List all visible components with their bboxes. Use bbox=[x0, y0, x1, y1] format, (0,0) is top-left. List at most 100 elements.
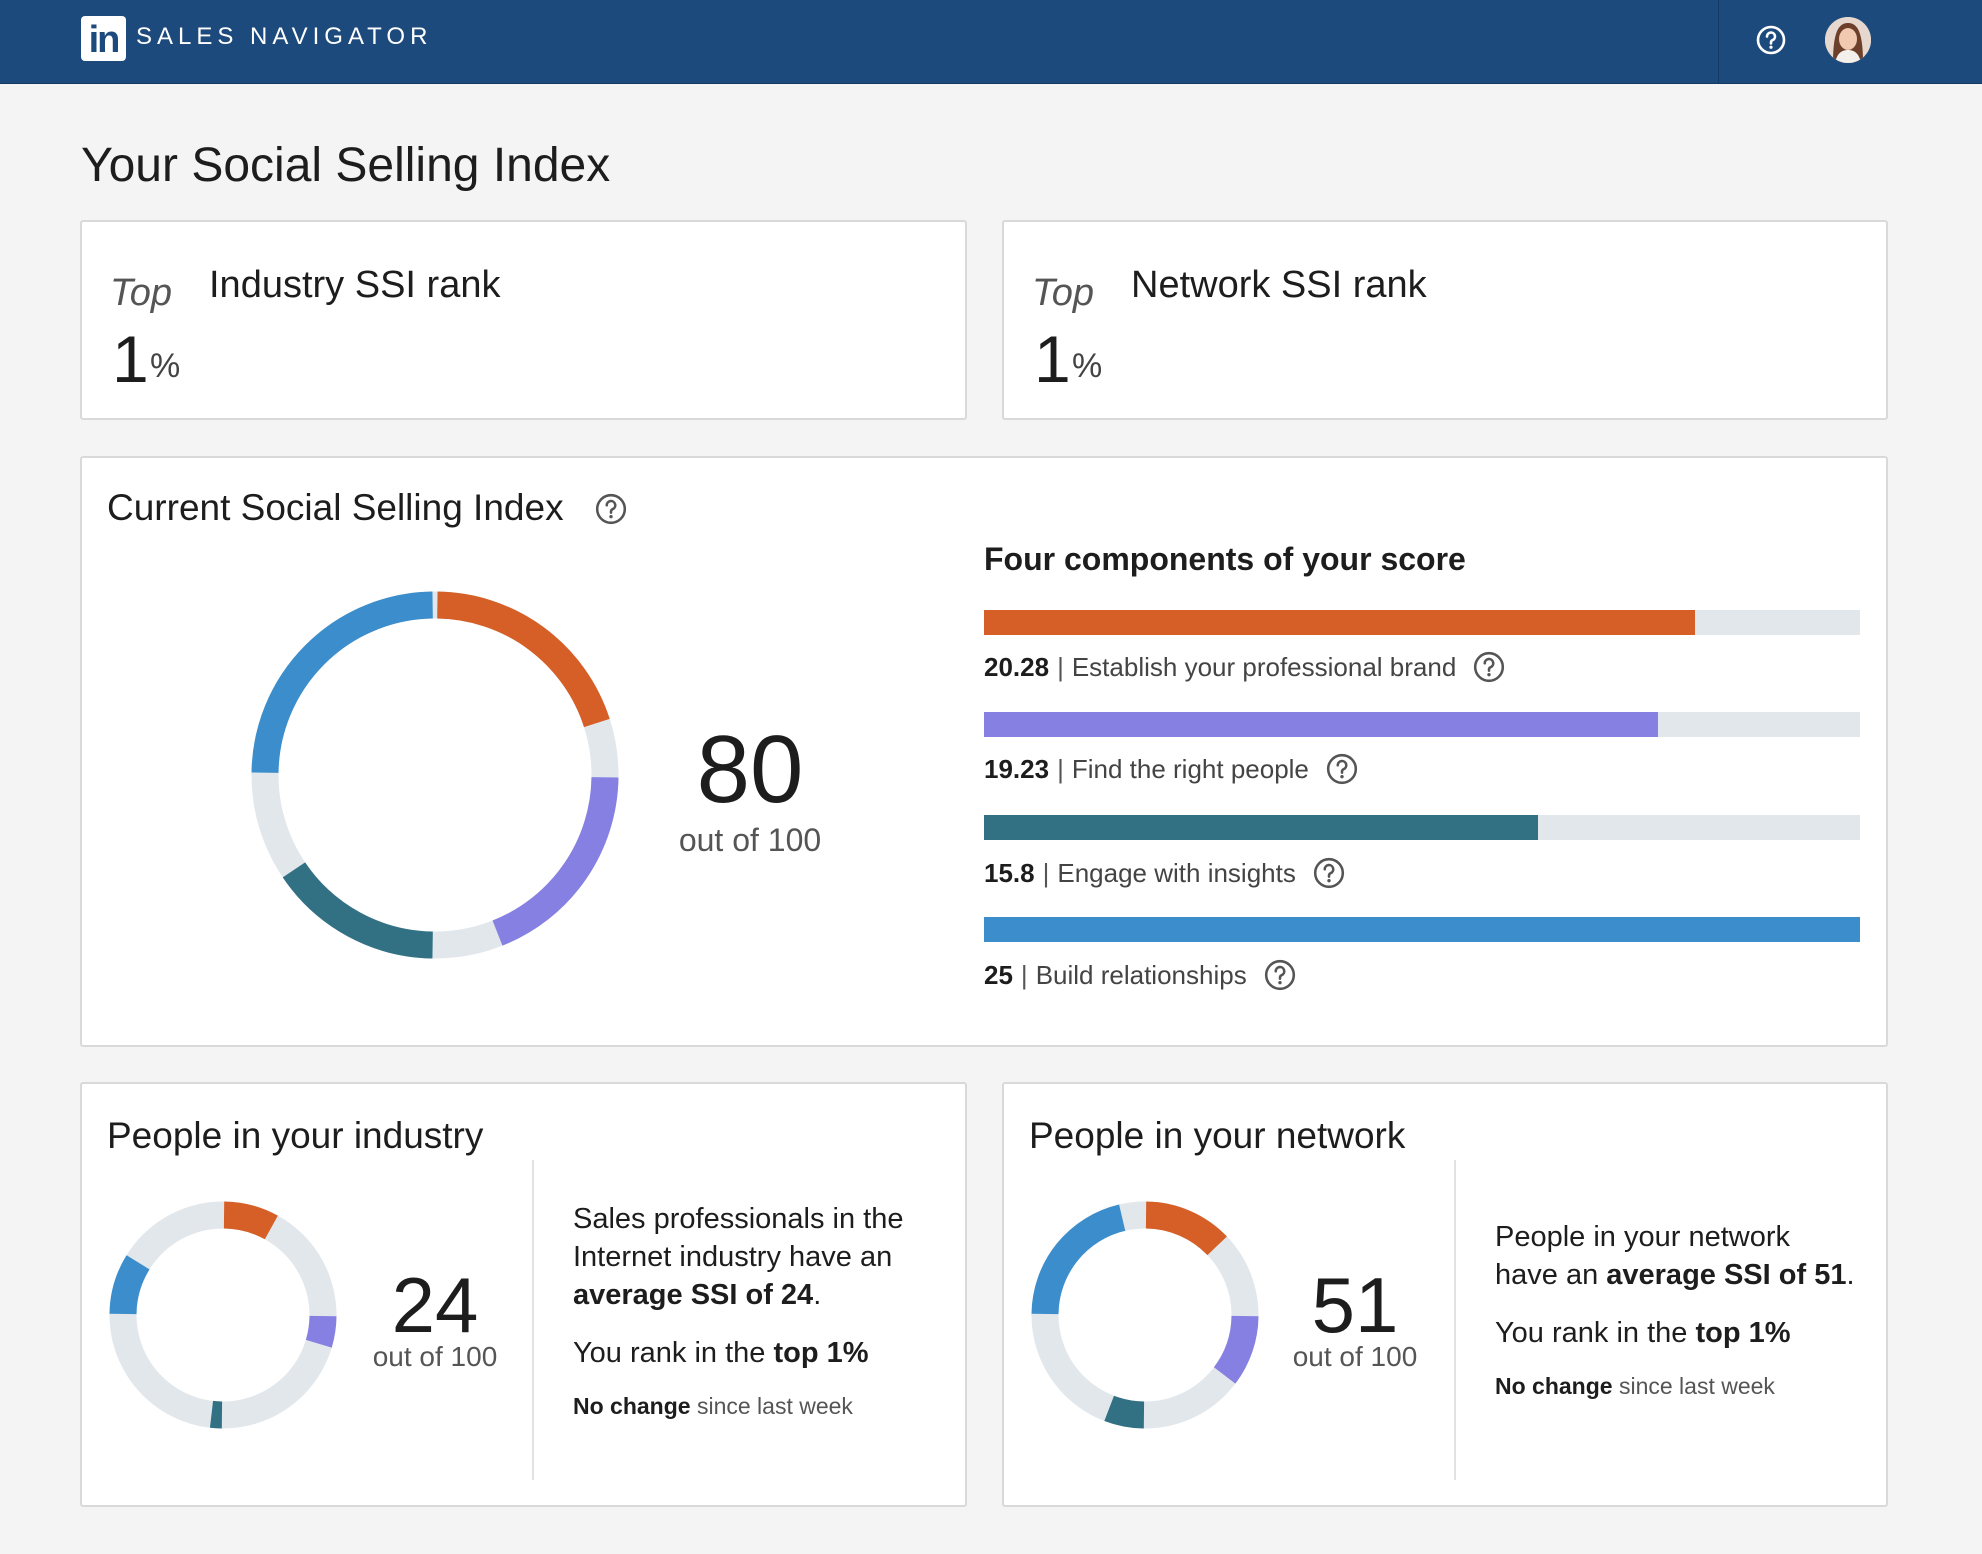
top-navigation-bar: in SALES NAVIGATOR bbox=[0, 0, 1982, 84]
desc-line: Sales professionals in the bbox=[573, 1203, 904, 1235]
question-circle-icon[interactable] bbox=[1472, 650, 1506, 684]
desc-average: average SSI of 24 bbox=[573, 1279, 814, 1311]
donut-track bbox=[1031, 1201, 1259, 1429]
desc-line: average SSI of 24. bbox=[573, 1276, 943, 1314]
component-label-relationships: 25 | Build relationships bbox=[984, 958, 1297, 992]
donut-track bbox=[109, 1201, 337, 1429]
card-divider bbox=[532, 1160, 534, 1480]
rank-value: top 1% bbox=[1695, 1317, 1791, 1349]
question-circle-icon[interactable] bbox=[1263, 958, 1297, 992]
donut-segment-people bbox=[305, 1315, 337, 1348]
network-change-status: No change since last week bbox=[1495, 1373, 1775, 1400]
card-divider bbox=[1454, 1160, 1456, 1480]
rank-top-label: Top bbox=[110, 272, 172, 314]
desc-period: . bbox=[813, 1279, 822, 1311]
question-circle-icon[interactable] bbox=[1755, 24, 1787, 56]
industry-card bbox=[80, 1082, 967, 1507]
donut-segment-brand bbox=[223, 1201, 278, 1240]
component-label-insights: 15.8 | Engage with insights bbox=[984, 856, 1346, 890]
avatar[interactable] bbox=[1825, 17, 1871, 63]
desc-line: have an average SSI of 51. bbox=[1495, 1256, 1865, 1294]
industry-donut-chart bbox=[109, 1201, 337, 1429]
component-value: 15.8 bbox=[984, 858, 1035, 888]
ssi-out-of: out of 100 bbox=[678, 822, 822, 858]
component-label-people: 19.23 | Find the right people bbox=[984, 752, 1359, 786]
industry-rank-value: 1 bbox=[112, 322, 149, 396]
component-bar-brand bbox=[984, 610, 1860, 635]
network-title: People in your network bbox=[1029, 1115, 1406, 1156]
network-rank-title: Network SSI rank bbox=[1131, 264, 1427, 306]
component-bar-insights bbox=[984, 815, 1860, 840]
industry-description: Sales professionals in the Internet indu… bbox=[573, 1200, 943, 1314]
desc-line: People in your network bbox=[1495, 1221, 1790, 1253]
header-divider bbox=[1718, 0, 1719, 84]
network-rank-unit: % bbox=[1072, 347, 1103, 385]
separator: | bbox=[1057, 754, 1064, 784]
question-circle-icon[interactable] bbox=[594, 492, 628, 526]
nochange-bold: No change bbox=[1495, 1373, 1613, 1399]
donut-segment-brand bbox=[1145, 1201, 1227, 1256]
component-value: 19.23 bbox=[984, 754, 1050, 784]
network-score: 51 bbox=[1311, 1261, 1399, 1349]
current-ssi-title: Current Social Selling Index bbox=[107, 487, 564, 528]
linkedin-logo[interactable]: in bbox=[81, 16, 126, 61]
bar-fill bbox=[984, 610, 1695, 635]
nochange-rest: since last week bbox=[1618, 1373, 1775, 1399]
industry-out-of: out of 100 bbox=[372, 1341, 498, 1372]
product-name[interactable]: SALES NAVIGATOR bbox=[136, 23, 433, 50]
component-name: Build relationships bbox=[1035, 960, 1247, 990]
component-value: 20.28 bbox=[984, 652, 1050, 682]
desc-average: average SSI of 51 bbox=[1606, 1259, 1847, 1291]
ssi-score: 80 bbox=[696, 716, 804, 823]
donut-segment-people bbox=[492, 776, 619, 946]
component-value: 25 bbox=[984, 960, 1013, 990]
industry-change-status: No change since last week bbox=[573, 1393, 853, 1420]
component-bar-relationships bbox=[984, 917, 1860, 942]
bar-fill bbox=[984, 917, 1860, 942]
question-circle-icon[interactable] bbox=[1325, 752, 1359, 786]
component-bar-people bbox=[984, 712, 1860, 737]
donut-segment-insights bbox=[1104, 1395, 1145, 1429]
component-name: Engage with insights bbox=[1057, 858, 1296, 888]
industry-title: People in your industry bbox=[107, 1115, 484, 1156]
ssi-donut-chart bbox=[251, 591, 619, 959]
bar-fill bbox=[984, 815, 1538, 840]
industry-rank-card: Top Industry SSI rank 1 % bbox=[80, 220, 967, 420]
donut-segment-relationships bbox=[109, 1255, 150, 1315]
donut-segment-people bbox=[1213, 1315, 1259, 1384]
rank-prefix: You rank in the bbox=[1495, 1317, 1688, 1349]
question-circle-icon[interactable] bbox=[1312, 856, 1346, 890]
network-donut-chart bbox=[1031, 1201, 1259, 1429]
donut-segment-brand bbox=[436, 591, 610, 728]
industry-rank-title: Industry SSI rank bbox=[209, 264, 501, 306]
network-rank-value: 1 bbox=[1034, 322, 1071, 396]
component-label-brand: 20.28 | Establish your professional bran… bbox=[984, 650, 1506, 684]
network-description: People in your network have an average S… bbox=[1495, 1218, 1865, 1294]
rank-prefix: You rank in the bbox=[573, 1337, 766, 1369]
nochange-rest: since last week bbox=[696, 1393, 853, 1419]
components-heading: Four components of your score bbox=[984, 541, 1466, 577]
donut-segment-insights bbox=[282, 862, 434, 959]
page-title: Your Social Selling Index bbox=[81, 139, 611, 192]
donut-segment-relationships bbox=[251, 591, 433, 773]
component-name: Establish your professional brand bbox=[1071, 652, 1457, 682]
network-rank-card: Top Network SSI rank 1 % bbox=[1002, 220, 1888, 420]
industry-rank-text: You rank in the top 1% bbox=[573, 1334, 869, 1372]
rank-value: top 1% bbox=[773, 1337, 869, 1369]
industry-score: 24 bbox=[391, 1261, 479, 1349]
desc-line: Internet industry have an bbox=[573, 1241, 893, 1273]
rank-top-label: Top bbox=[1032, 272, 1094, 314]
donut-segment-relationships bbox=[1031, 1204, 1126, 1315]
network-out-of: out of 100 bbox=[1292, 1341, 1418, 1372]
separator: | bbox=[1042, 858, 1050, 888]
donut-segment-insights bbox=[209, 1400, 223, 1429]
network-rank-text: You rank in the top 1% bbox=[1495, 1314, 1791, 1352]
separator: | bbox=[1020, 960, 1028, 990]
donut-track bbox=[251, 591, 619, 959]
industry-rank-unit: % bbox=[150, 347, 181, 385]
bar-fill bbox=[984, 712, 1658, 737]
desc-prefix: have an bbox=[1495, 1259, 1599, 1291]
network-card bbox=[1002, 1082, 1888, 1507]
desc-period: . bbox=[1846, 1259, 1855, 1291]
nochange-bold: No change bbox=[573, 1393, 691, 1419]
